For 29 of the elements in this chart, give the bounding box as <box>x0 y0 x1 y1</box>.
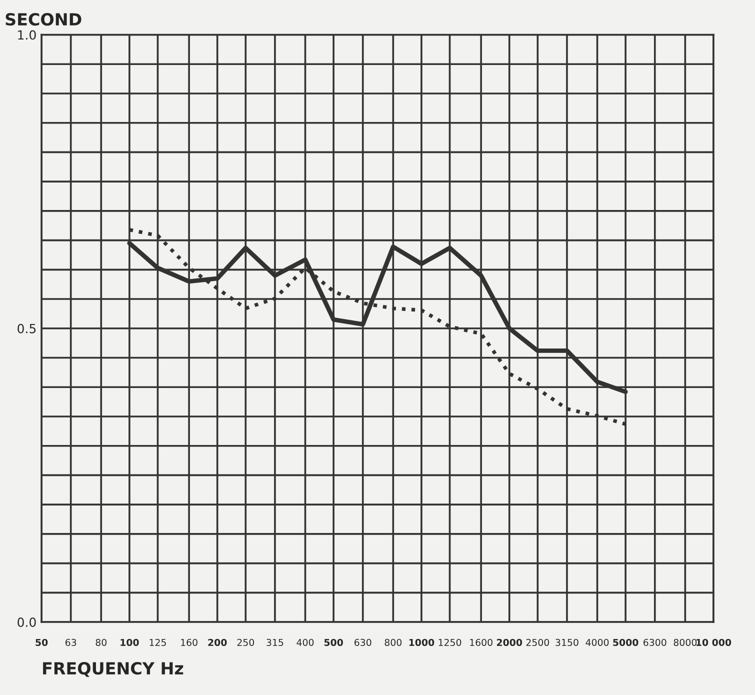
x-tick-label: 800 <box>384 638 402 646</box>
x-tick-label: 630 <box>354 638 372 646</box>
x-tick-label: 1250 <box>438 638 462 646</box>
x-tick-label: 2500 <box>526 638 550 646</box>
y-tick-label: 0.5 <box>18 324 36 334</box>
y-axis-title: SECOND <box>6 13 82 26</box>
x-tick-label: 5000 <box>613 638 638 646</box>
x-tick-label: 3150 <box>556 638 578 646</box>
x-tick-label: 315 <box>266 638 284 646</box>
x-tick-label: 50 <box>36 638 48 646</box>
x-tick-label: 10 000 <box>696 638 732 646</box>
x-tick-label: 100 <box>120 638 139 646</box>
x-tick-label: 4000 <box>586 638 609 646</box>
x-tick-label: 80 <box>96 638 107 646</box>
x-axis-title: FREQUENCY Hz <box>43 662 184 677</box>
x-tick-label: 1000 <box>409 638 434 646</box>
x-tick-label: 63 <box>65 638 76 646</box>
x-tick-label: 8000 <box>674 638 697 646</box>
x-tick-label: 400 <box>296 638 314 646</box>
y-tick-label: 1.0 <box>18 30 36 40</box>
x-tick-label: 200 <box>208 638 227 646</box>
x-tick-label: 250 <box>237 638 254 646</box>
x-tick-label: 500 <box>324 638 343 646</box>
x-tick-label: 125 <box>150 638 166 646</box>
x-tick-label: 1600 <box>470 638 492 646</box>
x-tick-label: 6300 <box>644 638 666 646</box>
x-tick-label: 2000 <box>496 638 522 646</box>
y-tick-label: 0.0 <box>18 617 36 627</box>
x-tick-label: 160 <box>181 638 198 646</box>
